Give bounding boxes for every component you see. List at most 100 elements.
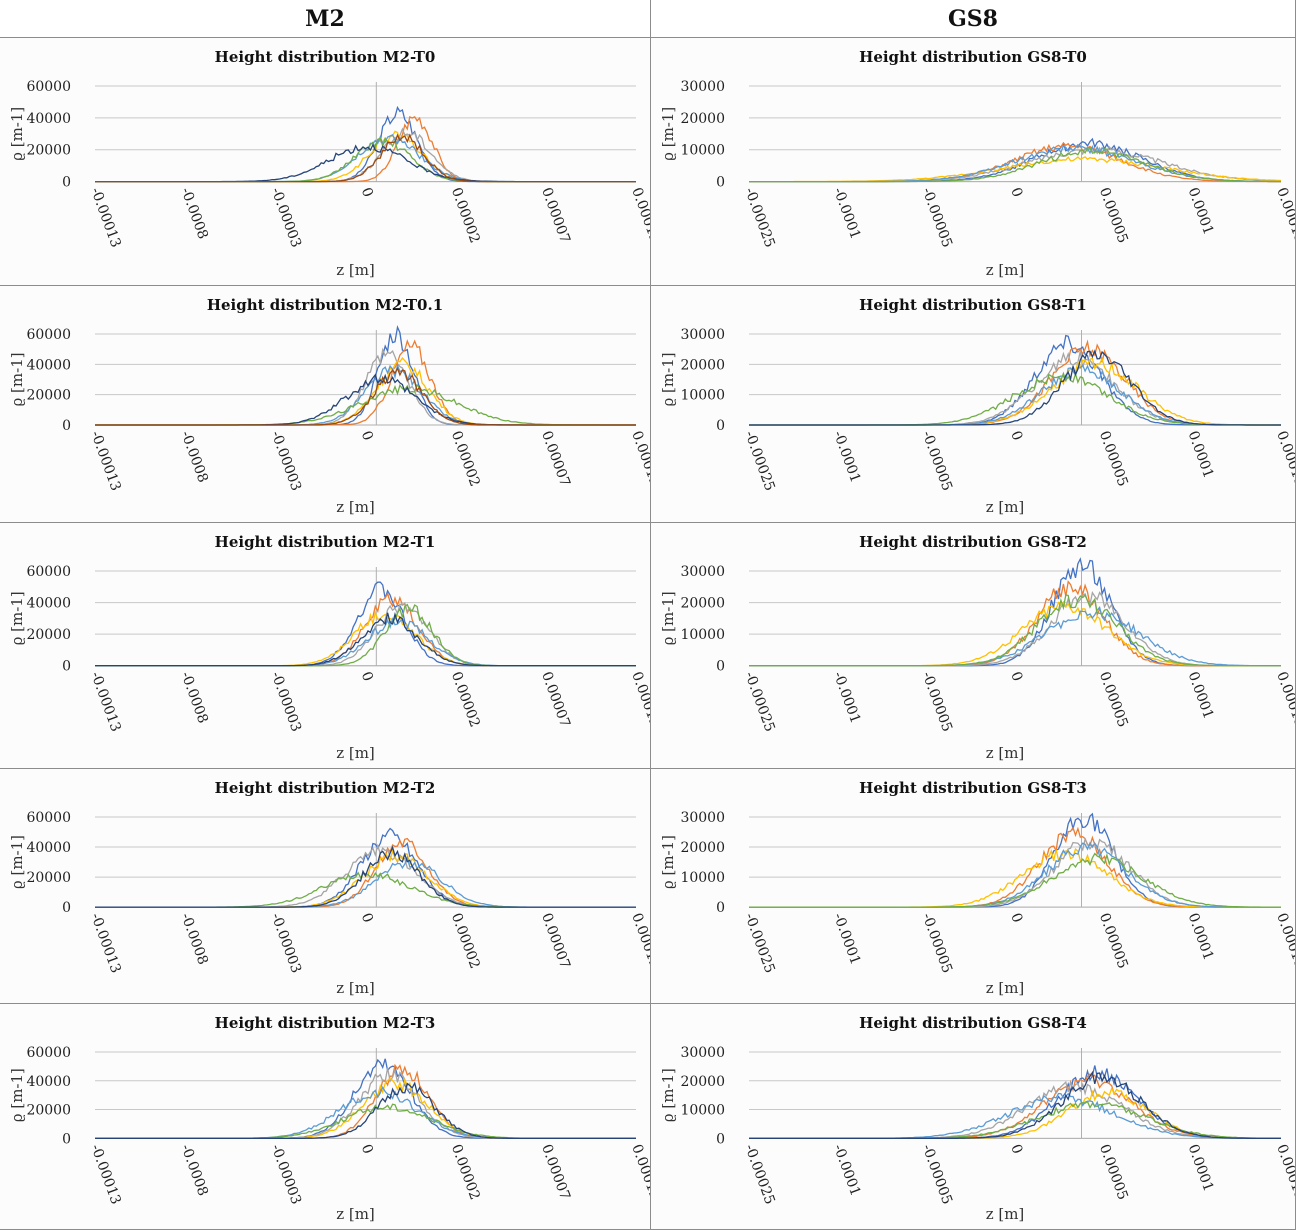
y-tick-label: 30000 [680, 564, 725, 580]
x-tick-label: -0.00005 [919, 1142, 955, 1206]
x-tick-label: -0.0008 [177, 185, 210, 241]
x-tick-label: 0.00005 [1096, 670, 1131, 730]
series-line [95, 827, 636, 908]
chart-svg: Height distribution M2-T3 0 20000 40000 6000… [8, 1014, 650, 1223]
x-tick-label: -0.00013 [87, 429, 123, 493]
chart-title: Height distribution GS8-T3 [859, 779, 1087, 797]
y-tick-label: 10000 [680, 143, 725, 159]
y-tick-label: 10000 [680, 627, 725, 643]
y-axis-label: ϱ [m-1] [8, 591, 26, 645]
series-line [749, 557, 1281, 667]
y-tick-label: 40000 [26, 596, 71, 612]
y-tick-label: 60000 [26, 327, 71, 343]
y-tick-label: 20000 [680, 596, 725, 612]
y-tick-label: 40000 [26, 840, 71, 856]
y-tick-label: 20000 [26, 627, 71, 643]
x-axis-label: z [m] [986, 1205, 1025, 1223]
y-axis-label: ϱ [m-1] [8, 107, 26, 161]
y-tick-label: 10000 [680, 1103, 725, 1119]
x-tick-label: 0.00015 [1273, 1142, 1295, 1202]
series-line [95, 127, 636, 183]
x-tick-label: 0 [1007, 429, 1025, 443]
x-tick-label: 0.0001 [1185, 670, 1217, 722]
x-tick-label: 0.00002 [448, 1142, 483, 1202]
x-tick-label: 0.00005 [1096, 185, 1131, 245]
series-line [749, 145, 1281, 183]
chart-svg: Height distribution M2-T2 0 20000 40000 6000… [8, 779, 650, 997]
chart-svg: Height distribution GS8-T4 0 10000 20000 300… [659, 1014, 1295, 1223]
chart-panel: Height distribution GS8-T1 0 10000 20000 300… [651, 286, 1296, 523]
y-tick-label: 20000 [26, 1103, 71, 1119]
y-axis-label: ϱ [m-1] [659, 591, 677, 645]
chart-panel: Height distribution GS8-T3 0 10000 20000 300… [651, 769, 1296, 1004]
x-tick-label: -0.00005 [919, 429, 955, 493]
x-tick-label: -0.0008 [177, 911, 210, 967]
y-tick-label: 20000 [26, 870, 71, 886]
series-line [95, 324, 636, 426]
series-line [95, 611, 636, 667]
column-header-gs8: GS8 [651, 0, 1296, 38]
x-tick-label: -0.00025 [741, 911, 777, 975]
chart-title: Height distribution M2-T3 [215, 1014, 436, 1032]
y-tick-label: 0 [62, 175, 71, 191]
x-tick-label: 0.00015 [1273, 429, 1295, 489]
y-tick-label: 60000 [26, 1045, 71, 1061]
x-tick-label: 0.00007 [538, 1142, 573, 1202]
x-tick-label: -0.0001 [830, 185, 863, 241]
chart-title: Height distribution GS8-T4 [859, 1014, 1087, 1032]
x-axis-label: z [m] [336, 979, 375, 997]
chart-panel: Height distribution GS8-T0 0 10000 20000 300… [651, 38, 1296, 286]
x-tick-label: -0.00013 [87, 911, 123, 975]
series-line [749, 812, 1281, 908]
y-tick-label: 20000 [680, 111, 725, 127]
chart-panel: Height distribution GS8-T2 0 10000 20000 300… [651, 523, 1296, 769]
series-line [95, 845, 636, 908]
chart-title: Height distribution M2-T0.1 [207, 296, 443, 314]
series-line [95, 1077, 636, 1139]
x-tick-label: 0.00007 [538, 670, 573, 730]
y-tick-label: 60000 [26, 79, 71, 95]
series-line [749, 349, 1281, 426]
x-tick-label: 0.0001 [1185, 429, 1217, 481]
x-tick-label: -0.0001 [830, 670, 863, 726]
series-line [95, 356, 636, 426]
x-tick-label: 0 [1007, 911, 1025, 925]
x-tick-label: 0.00005 [1096, 1142, 1131, 1202]
chart-panel: Height distribution M2-T2 0 20000 40000 6000… [0, 769, 651, 1004]
x-tick-label: -0.00025 [741, 429, 777, 493]
chart-svg: Height distribution GS8-T0 0 10000 20000 300… [659, 48, 1295, 279]
y-tick-label: 20000 [680, 840, 725, 856]
x-tick-label: 0 [358, 1142, 376, 1156]
x-tick-label: -0.00013 [87, 1142, 123, 1206]
series-line [95, 130, 636, 183]
y-axis-label: ϱ [m-1] [659, 1068, 677, 1122]
y-tick-label: 30000 [680, 810, 725, 826]
y-tick-label: 10000 [680, 388, 725, 404]
chart-svg: Height distribution GS8-T2 0 10000 20000 300… [659, 533, 1295, 762]
y-axis-label: ϱ [m-1] [8, 835, 26, 889]
x-tick-label: -0.0001 [830, 911, 863, 967]
x-tick-label: 0.00002 [448, 429, 483, 489]
x-tick-label: -0.00005 [919, 670, 955, 734]
x-tick-label: 0.00015 [1273, 670, 1295, 730]
series-line [749, 847, 1281, 908]
x-axis-label: z [m] [336, 498, 375, 516]
y-axis-label: ϱ [m-1] [659, 107, 677, 161]
chart-svg: Height distribution GS8-T3 0 10000 20000 300… [659, 779, 1295, 997]
x-tick-label: -0.00013 [87, 185, 123, 249]
x-tick-label: 0.00012 [628, 185, 650, 245]
x-tick-label: -0.0008 [177, 1142, 210, 1198]
x-tick-label: 0.00002 [448, 670, 483, 730]
series-line [749, 837, 1281, 908]
y-tick-label: 30000 [680, 79, 725, 95]
x-tick-label: -0.0001 [830, 1142, 863, 1198]
x-tick-label: 0 [358, 911, 376, 925]
x-tick-label: -0.00003 [268, 670, 304, 734]
x-tick-label: -0.00025 [741, 1142, 777, 1206]
x-tick-label: 0.00005 [1096, 911, 1131, 971]
series-line [749, 1070, 1281, 1139]
x-tick-label: 0 [358, 185, 376, 199]
chart-panel: Height distribution M2-T3 0 20000 40000 6000… [0, 1004, 651, 1230]
series-line [95, 848, 636, 908]
chart-panel: Height distribution M2-T1 0 20000 40000 6000… [0, 523, 651, 769]
